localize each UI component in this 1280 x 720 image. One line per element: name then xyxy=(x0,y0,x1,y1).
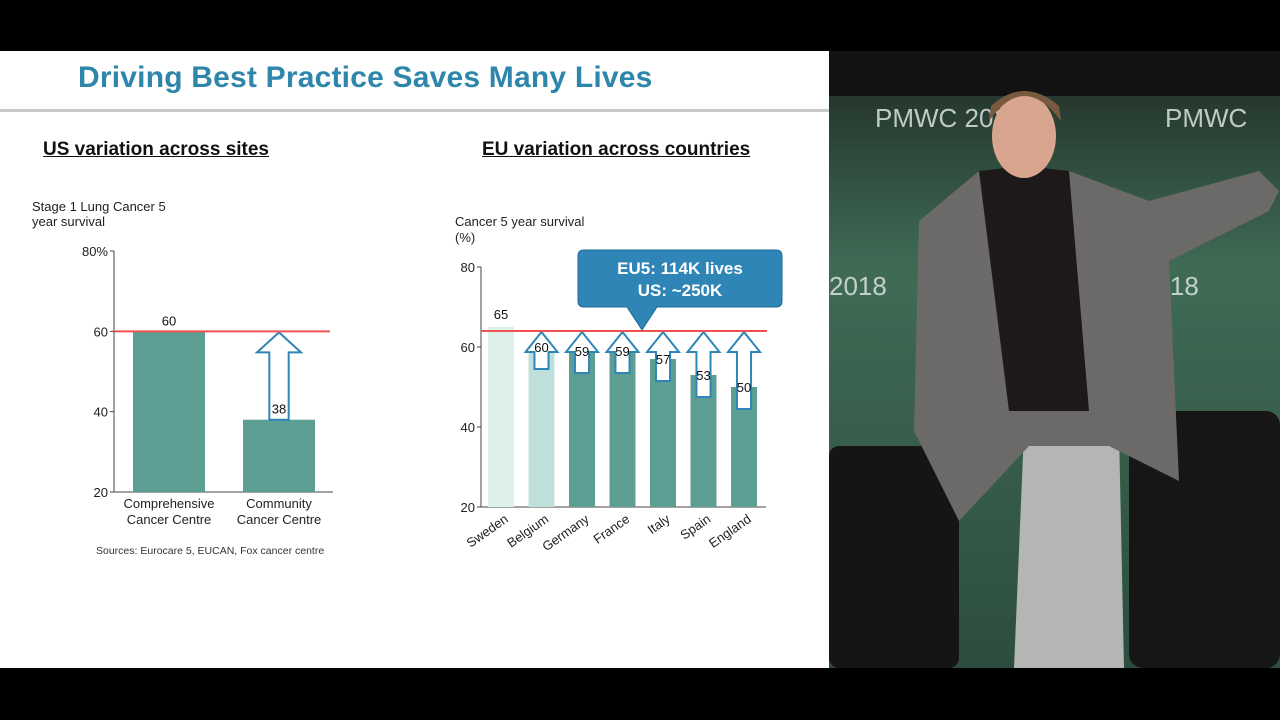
stage-chair-left xyxy=(829,446,959,668)
us-y-tick-label: 80% xyxy=(82,244,108,259)
eu-y-tick-label: 40 xyxy=(461,420,475,435)
us-y-tick-label: 20 xyxy=(94,485,108,500)
slide-title: Driving Best Practice Saves Many Lives xyxy=(78,61,653,94)
us-bar-1 xyxy=(133,331,205,492)
us-category-label: Community xyxy=(246,496,312,511)
eu-improvement-arrow xyxy=(604,330,641,374)
us-panel-heading: US variation across sites xyxy=(43,139,269,160)
eu-category-label: Germany xyxy=(539,511,592,554)
title-divider xyxy=(0,109,829,112)
us-bar-value-label: 60 xyxy=(162,313,176,328)
eu-bar-value-label: 50 xyxy=(737,380,751,395)
us-bar-2 xyxy=(243,419,315,492)
svg-text:2018: 2018 xyxy=(829,271,887,301)
eu-category-label: Italy xyxy=(645,511,674,537)
eu-improvement-arrow xyxy=(563,330,601,374)
eu-category-label: France xyxy=(590,511,632,546)
eu-category-label: Sweden xyxy=(464,511,511,550)
us-y-axis-label: Stage 1 Lung Cancer 5 xyxy=(32,199,166,214)
us-category-label: Cancer Centre xyxy=(127,512,212,527)
savings-callout-line: US: ~250K xyxy=(638,281,723,300)
us-category-label: Cancer Centre xyxy=(237,512,322,527)
speaker-video-feed: PMWC 2018 PMWC 2018 2018 xyxy=(829,51,1280,668)
speaker-figure xyxy=(914,91,1279,668)
eu-bar-germany xyxy=(569,351,595,507)
us-category-label: Comprehensive xyxy=(123,496,214,511)
eu-improvement-arrow xyxy=(523,330,560,370)
eu-bar-belgium xyxy=(528,347,555,507)
eu-y-tick-label: 60 xyxy=(461,340,475,355)
eu-improvement-arrow xyxy=(644,330,682,382)
us-y-axis-label-cont: year survival xyxy=(32,214,105,229)
eu-y-tick-label: 80 xyxy=(461,260,475,275)
us-sources-note: Sources: Eurocare 5, EUCAN, Fox cancer c… xyxy=(96,545,324,557)
eu-bar-value-label: 60 xyxy=(534,340,548,355)
eu-bar-value-label: 59 xyxy=(575,344,589,359)
eu-bar-value-label: 65 xyxy=(494,307,508,322)
eu-y-axis-label: Cancer 5 year survival xyxy=(455,214,584,229)
eu-category-label: England xyxy=(706,511,754,551)
savings-callout-line: EU5: 114K lives xyxy=(617,259,743,278)
us-improvement-arrow xyxy=(254,330,304,421)
eu-bar-sweden xyxy=(488,327,514,507)
us-bar-value-label: 38 xyxy=(272,402,286,417)
eu-y-tick-label: 20 xyxy=(461,500,475,515)
stage-chair-right xyxy=(1129,411,1280,668)
presentation-slide: Driving Best Practice Saves Many Lives U… xyxy=(0,51,829,668)
eu-panel-heading: EU variation across countries xyxy=(482,139,751,160)
eu-improvement-arrow xyxy=(725,330,763,410)
eu-bar-value-label: 53 xyxy=(696,368,710,383)
eu-bar-value-label: 57 xyxy=(656,352,670,367)
eu-bar-value-label: 59 xyxy=(615,344,629,359)
eu-bar-italy xyxy=(650,359,676,507)
svg-text:PMWC: PMWC xyxy=(1165,103,1247,133)
us-y-tick-label: 60 xyxy=(94,324,108,339)
stage-top-shadow xyxy=(829,51,1280,96)
savings-callout-box xyxy=(577,249,783,331)
eu-bar-france xyxy=(609,351,636,507)
eu-improvement-arrow xyxy=(685,330,722,398)
eu-y-axis-label-unit: (%) xyxy=(455,230,475,245)
us-y-tick-label: 40 xyxy=(94,405,108,420)
